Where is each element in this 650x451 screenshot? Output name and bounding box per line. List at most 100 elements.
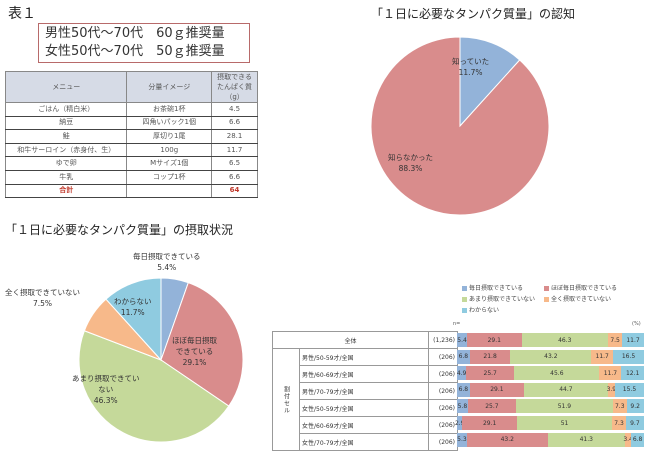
bar-category-table: 全体 (1,236) 割付セル 男性/50-59才/全国 (206) 男性/60-69才/… — [272, 331, 458, 451]
pie-slice — [105, 277, 162, 362]
category-label: 女性/70-79才/全国 — [299, 433, 429, 451]
pie1-value-didnt-know: 88.3% — [398, 164, 423, 173]
bar-segment: 6.8 — [631, 432, 644, 447]
bar-segment: 5.8 — [457, 399, 468, 414]
legend-item: 毎日摂取できている — [462, 283, 523, 292]
category-label: 男性/50-59才/全国 — [299, 348, 429, 366]
bar-category-row: 男性/70-79才/全国 (206) — [273, 382, 458, 400]
cell-portion: Mサイズ1個 — [126, 156, 213, 171]
bar-category-row: 女性/60-69才/全国 (206) — [273, 416, 458, 434]
pie2-label-almost-daily: ほぼ毎日摂取 できている 29.1% — [172, 336, 217, 367]
pie-slice — [160, 282, 244, 407]
legend-item: あまり摂取できていない — [462, 294, 535, 303]
protein-menu-table: メニュー 分量イメージ 摂取できる たんぱく質（g） ごはん（精白米） お茶碗1杯… — [4, 71, 258, 199]
cell-menu: ごはん（精白米） — [4, 102, 128, 117]
legend-item: ほぼ毎日摂取できている — [544, 283, 617, 292]
bar-segment: 11.7 — [591, 349, 614, 364]
legend-label: 毎日摂取できている — [469, 285, 524, 292]
cell-protein: 6.6 — [211, 116, 258, 131]
sample-size: (206) — [428, 348, 458, 366]
bar-segment: 11.7 — [622, 333, 644, 347]
header-menu: メニュー — [4, 71, 128, 103]
sample-size: (206) — [428, 382, 458, 400]
intake-chart-title: 「１日に必要なタンパク質量」の摂取状況 — [5, 223, 234, 237]
bar-segment: 15.5 — [614, 382, 644, 397]
table-total-row: 合計 64 — [4, 184, 258, 199]
bar-segment: 25.7 — [467, 399, 516, 414]
header-protein: 摂取できる たんぱく質（g） — [211, 71, 258, 103]
table-row: 和牛サーロイン（赤身付、生） 100g 11.7 — [4, 143, 258, 158]
legend-swatch — [462, 286, 467, 291]
table-row: 鮭厚切り1尾 28.1 — [4, 129, 258, 144]
header-portion: 分量イメージ — [126, 71, 213, 103]
bar-segment: 9.7 — [625, 416, 644, 430]
cell-portion — [126, 184, 213, 199]
bar-segment: 29.1 — [469, 382, 525, 397]
legend-swatch — [544, 286, 549, 291]
bar-category-row: 男性/60-69才/全国 (206) — [273, 365, 458, 383]
bar-category-row: 女性/70-79才/全国 (206) — [273, 433, 458, 451]
category-label: 男性/70-79才/全国 — [299, 382, 429, 400]
legend-label: わからない — [469, 307, 500, 314]
legend-label: あまり摂取できていない — [469, 296, 536, 303]
sample-size: (206) — [428, 416, 458, 434]
bar-segment: 51 — [516, 416, 613, 430]
bar-segment: 44.7 — [524, 382, 608, 397]
cell-menu: 合計 — [4, 184, 128, 199]
sample-size: (206) — [428, 365, 458, 383]
table-row: ごはん（精白米） お茶碗1杯 4.5 — [4, 102, 258, 117]
male-recommendation: 男性50代～70代 60ｇ推奨量 — [45, 26, 225, 41]
stacked-bar: 5.3 43.2 41.3 3.4 6.8 — [457, 432, 644, 447]
cell-portion: 100g — [126, 143, 213, 158]
bar-segment: 6.8 — [457, 382, 470, 397]
cell-portion: 四角いパック1個 — [126, 116, 213, 131]
bar-segment: 11.7 — [599, 366, 622, 381]
table-row: 牛乳 コップ1杯 6.6 — [4, 170, 258, 185]
bar-segment: 16.5 — [613, 349, 644, 364]
cell-protein: 11.7 — [211, 143, 258, 158]
bar-segment: 46.3 — [521, 333, 609, 347]
pie-slice — [370, 36, 550, 216]
bar-segment: 45.6 — [514, 366, 600, 381]
cell-menu: 鮭 — [4, 129, 128, 144]
intake-stacked-bar-chart: 毎日摂取できている ほぼ毎日摂取できている あまり摂取できていない 全く摂取できていな… — [272, 277, 648, 451]
cell-portion: 厚切り1尾 — [126, 129, 213, 144]
bar-segment: 2.9 — [455, 416, 464, 430]
stacked-bar: 5.8 25.7 51.9 7.3 9.2 — [457, 399, 644, 414]
pie1-value-knew: 11.7% — [458, 68, 483, 77]
cell-protein: 28.1 — [211, 129, 258, 144]
legend-swatch — [462, 297, 467, 302]
cell-portion: コップ1杯 — [126, 170, 213, 185]
bar-segment: 3.9 — [607, 382, 616, 397]
sample-size: (1,236) — [428, 331, 458, 349]
bar-segment: 3.4 — [623, 432, 633, 447]
pie1-label-knew: 知っていた 11.7% — [452, 57, 490, 77]
bar-category-row: 女性/50-59才/全国 (206) — [273, 399, 458, 417]
category-label: 男性/60-69才/全国 — [299, 365, 429, 383]
category-label: 女性/50-59才/全国 — [299, 399, 429, 417]
pie2-label-unknown: わからない 11.7% — [114, 297, 152, 317]
cell-menu: 納豆 — [4, 116, 128, 131]
bar-segment: 43.2 — [510, 349, 592, 364]
bar-segment: 7.3 — [612, 416, 626, 430]
bar-segment: 7.3 — [612, 399, 627, 414]
pie2-label-daily: 毎日摂取できている 5.4% — [133, 252, 201, 272]
bar-segment: 25.7 — [466, 366, 515, 381]
legend-swatch — [462, 308, 467, 313]
unit-label: (%) — [632, 321, 641, 327]
bar-segment: 7.5 — [608, 333, 623, 347]
bar-category-row: 全体 (1,236) — [272, 331, 458, 349]
bar-segment: 21.8 — [469, 349, 511, 364]
cell-protein: 64 — [211, 184, 258, 199]
bar-segment: 51.9 — [515, 399, 613, 414]
pie-slice — [459, 36, 521, 128]
table1-title: 表１ — [8, 6, 36, 22]
table-row: ゆで卵 Mサイズ1個 6.5 — [4, 156, 258, 171]
bar-segment: 29.1 — [462, 416, 517, 430]
pie-slice — [78, 330, 230, 443]
bar-segment: 43.2 — [466, 432, 548, 447]
cell-protein: 6.6 — [211, 170, 258, 185]
stacked-bar: 4.9 25.7 45.6 11.7 12.1 — [457, 366, 644, 381]
pie2-label-none: 全く摂取できていない 7.5% — [5, 288, 80, 308]
bar-segment: 41.3 — [547, 432, 625, 447]
